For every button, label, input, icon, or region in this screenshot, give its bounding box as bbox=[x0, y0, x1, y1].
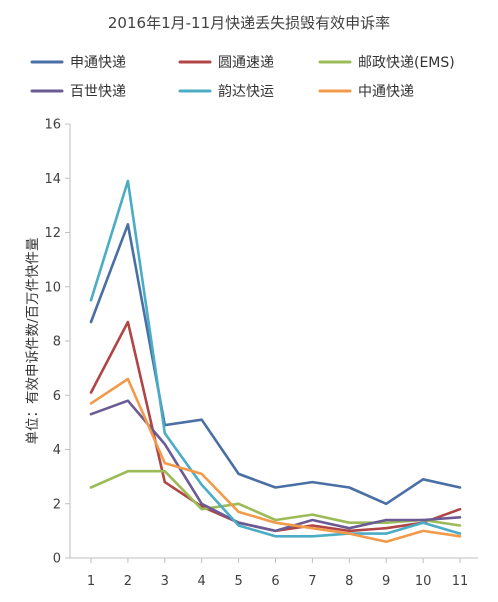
series-line-5 bbox=[89, 377, 462, 544]
y-axis-label: 单位：有效申诉件数/百万件快件量 bbox=[25, 237, 41, 444]
legend-label: 邮政快递(EMS) bbox=[358, 55, 455, 71]
x-tick-label: 10 bbox=[415, 574, 432, 589]
legend: 申通快递 圆通速递 邮政快递(EMS) 百世快递 韵达快运 中通快递 bbox=[30, 55, 455, 100]
legend-label: 圆通速递 bbox=[218, 55, 274, 71]
legend-label: 中通快递 bbox=[358, 84, 414, 100]
y-tick-label: 0 bbox=[53, 552, 61, 567]
y-tick-label: 6 bbox=[53, 389, 61, 404]
series-line-2 bbox=[89, 469, 462, 527]
y-tick-label: 8 bbox=[53, 335, 61, 350]
x-tick-label: 7 bbox=[308, 574, 316, 589]
x-tick-label: 1 bbox=[87, 574, 95, 589]
y-tick-label: 10 bbox=[44, 280, 61, 295]
x-axis-ticks: 1 2 3 4 5 6 7 8 9 10 11 bbox=[87, 558, 468, 589]
series-line-4 bbox=[89, 179, 462, 538]
y-tick-label: 2 bbox=[53, 497, 61, 512]
x-tick-label: 9 bbox=[382, 574, 390, 589]
series-line-0 bbox=[89, 223, 462, 506]
y-tick-label: 16 bbox=[44, 118, 61, 133]
y-axis-ticks: 0 2 4 6 8 10 12 14 16 bbox=[44, 118, 70, 567]
x-tick-label: 6 bbox=[271, 574, 279, 589]
x-tick-label: 3 bbox=[161, 574, 169, 589]
legend-label: 韵达快运 bbox=[218, 84, 274, 100]
x-tick-label: 4 bbox=[198, 574, 206, 589]
x-tick-label: 5 bbox=[234, 574, 242, 589]
x-tick-label: 11 bbox=[452, 574, 469, 589]
chart-title: 2016年1月-11月快递丢失损毁有效申诉率 bbox=[108, 14, 390, 32]
y-tick-label: 14 bbox=[44, 172, 61, 187]
y-tick-label: 12 bbox=[44, 226, 61, 241]
legend-label: 申通快递 bbox=[70, 55, 126, 71]
x-tick-label: 2 bbox=[124, 574, 132, 589]
x-tick-label: 8 bbox=[345, 574, 353, 589]
legend-label: 百世快递 bbox=[70, 84, 126, 100]
series-lines bbox=[89, 179, 462, 544]
y-tick-label: 4 bbox=[53, 443, 61, 458]
series-line-3 bbox=[89, 399, 462, 533]
series-line-1 bbox=[89, 320, 462, 533]
